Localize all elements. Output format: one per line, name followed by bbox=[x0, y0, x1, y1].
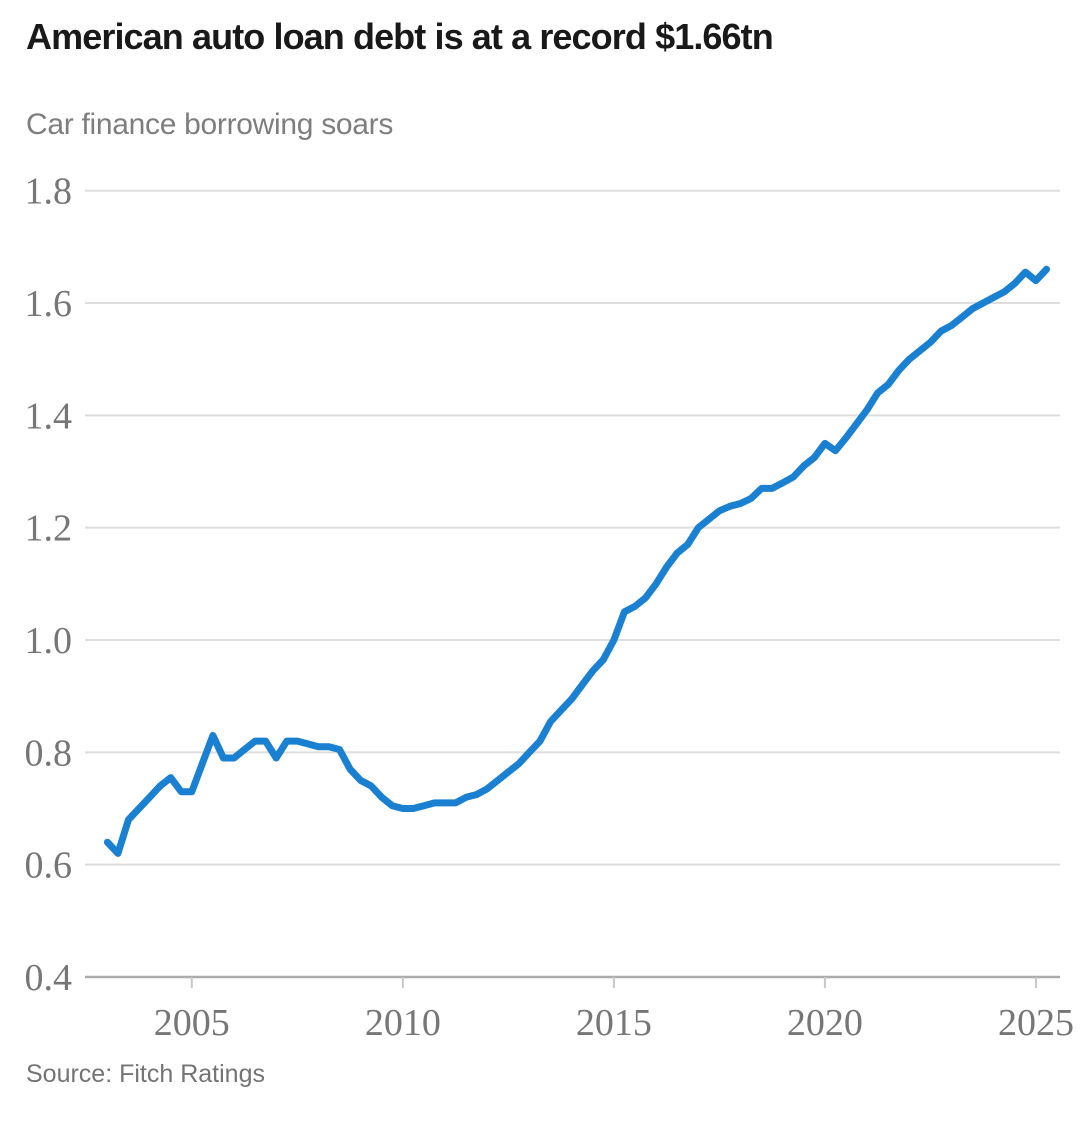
x-tick-label: 2015 bbox=[576, 1002, 652, 1044]
y-tick-label: 1.0 bbox=[25, 620, 73, 662]
y-tick-label: 0.4 bbox=[25, 957, 73, 999]
chart-title: American auto loan debt is at a record $… bbox=[26, 16, 774, 57]
x-tick-label: 2025 bbox=[998, 1002, 1074, 1044]
y-tick-label: 1.4 bbox=[25, 395, 73, 437]
chart-subtitle: Car finance borrowing soars bbox=[26, 108, 394, 141]
source-note: Source: Fitch Ratings bbox=[26, 1060, 265, 1088]
x-tick-label: 2020 bbox=[787, 1002, 863, 1044]
y-tick-label: 0.6 bbox=[25, 845, 73, 887]
y-tick-label: 1.6 bbox=[25, 283, 73, 325]
y-tick-label: 1.2 bbox=[25, 508, 73, 550]
data-series-line bbox=[103, 265, 1050, 857]
x-tick-label: 2005 bbox=[154, 1002, 230, 1044]
y-tick-label: 1.8 bbox=[25, 171, 73, 213]
y-tick-label: 0.8 bbox=[25, 732, 73, 774]
x-tick-label: 2010 bbox=[365, 1002, 441, 1044]
